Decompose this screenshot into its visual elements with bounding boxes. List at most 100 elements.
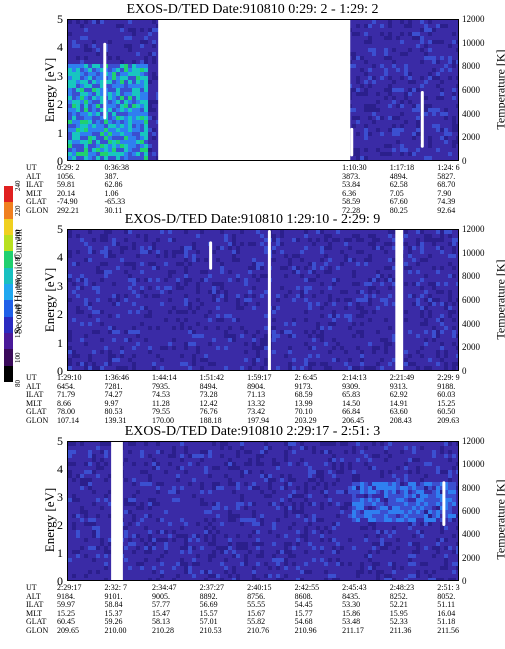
- spectrogram-cell: [388, 242, 392, 246]
- spectrogram-cell: [108, 56, 112, 60]
- spectrogram-cell: [100, 84, 104, 88]
- spectrogram-cell: [432, 334, 436, 338]
- spectrogram-cell: [284, 370, 288, 371]
- spectrogram-cell: [376, 502, 380, 506]
- spectrogram-cell: [148, 326, 152, 330]
- spectrogram-cell: [72, 354, 76, 358]
- spectrogram-cell: [368, 258, 372, 262]
- spectrogram-cell: [116, 302, 120, 306]
- y-tick-label: 1: [57, 335, 63, 350]
- spectrogram-cell: [84, 68, 88, 72]
- spectrogram-cell: [428, 514, 432, 518]
- spectrogram-cell: [272, 326, 276, 330]
- spectrogram-cell: [108, 298, 112, 302]
- spectrogram-cell: [96, 156, 100, 160]
- spectrogram-cell: [416, 466, 420, 470]
- spectrogram-cell: [212, 370, 216, 371]
- spectrogram-cell: [440, 342, 444, 346]
- spectrogram-cell: [272, 310, 276, 314]
- spectrogram-cell: [188, 326, 192, 330]
- spectrogram-cell: [152, 570, 156, 574]
- spectrogram-cell: [376, 506, 380, 510]
- spectrogram-cell: [452, 326, 456, 330]
- spectrogram-cell: [388, 24, 392, 28]
- spectrogram-cell: [152, 498, 156, 502]
- spectrogram-cell: [156, 266, 160, 270]
- spectrogram-cell: [96, 148, 100, 152]
- spectrogram-cell: [88, 108, 92, 112]
- spectrogram-cell: [192, 494, 196, 498]
- spectrogram-cell: [272, 234, 276, 238]
- spectrogram-cell: [148, 246, 152, 250]
- spectrogram-cell: [432, 40, 436, 44]
- spectrogram-cell: [440, 518, 444, 522]
- spectrogram-cell: [244, 470, 248, 474]
- spectrogram-cell: [256, 266, 260, 270]
- spectrogram-cell: [272, 238, 276, 242]
- spectrogram-cell: [228, 334, 232, 338]
- spectrogram-cell: [260, 370, 264, 371]
- spectrogram-cell: [388, 104, 392, 108]
- spectrogram-cell: [320, 546, 324, 550]
- spectrogram-cell: [432, 570, 436, 574]
- spectrogram-cell: [332, 522, 336, 526]
- spectrogram-cell: [384, 494, 388, 498]
- orbit-value: 0:36:38: [104, 163, 129, 172]
- spectrogram-cell: [408, 266, 412, 270]
- spectrogram-cell: [260, 542, 264, 546]
- colorbar-segment: [4, 316, 13, 334]
- orbit-value: 74.27: [104, 390, 123, 399]
- spectrogram-cell: [112, 88, 116, 92]
- spectrogram-cell: [384, 350, 388, 354]
- spectrogram-cell: [428, 48, 432, 52]
- orbit-row-label: ILAT: [26, 180, 44, 189]
- spectrogram-cell: [152, 28, 156, 32]
- spectrogram-cell: [176, 318, 180, 322]
- spectrogram-cell: [372, 238, 376, 242]
- spectrogram-cell: [308, 238, 312, 242]
- spectrogram-cell: [388, 286, 392, 290]
- spectrogram-cell: [412, 36, 416, 40]
- spectrogram-cell: [268, 530, 272, 534]
- spectrogram-cell: [360, 490, 364, 494]
- spectrogram-cell: [276, 298, 280, 302]
- spectrogram-cell: [404, 490, 408, 494]
- spectrogram-cell: [108, 132, 112, 136]
- spectrogram-cell: [128, 278, 132, 282]
- spectrogram-cell: [228, 546, 232, 550]
- spectrogram-cell: [72, 44, 76, 48]
- spectrogram-cell: [228, 446, 232, 450]
- y-tick-label: 1: [57, 546, 63, 560]
- spectrogram-cell: [428, 234, 432, 238]
- spectrogram-cell: [124, 116, 128, 120]
- spectrogram-cell: [320, 370, 324, 371]
- spectrogram-cell: [288, 526, 292, 530]
- spectrogram-cell: [204, 354, 208, 358]
- spectrogram-cell: [236, 546, 240, 550]
- spectrogram-cell: [236, 542, 240, 546]
- spectrogram-cell: [348, 514, 352, 518]
- spectrogram-cell: [356, 474, 360, 478]
- spectrogram-cell: [324, 490, 328, 494]
- spectrogram-cell: [456, 238, 458, 242]
- spectrogram-cell: [428, 502, 432, 506]
- spectrogram-cell: [252, 258, 256, 262]
- spectrogram-cell: [436, 330, 440, 334]
- spectrogram-cell: [148, 104, 152, 108]
- spectrogram-cell: [136, 370, 140, 371]
- spectrogram-cell: [120, 68, 124, 72]
- spectrogram-cell: [288, 446, 292, 450]
- orbit-value: 206.45: [342, 415, 365, 425]
- spectrogram-cell: [144, 136, 148, 140]
- orbit-value: 11.28: [152, 398, 170, 408]
- spectrogram-cell: [300, 578, 304, 580]
- data-stripe: [209, 241, 213, 270]
- spectrogram-cell: [308, 366, 312, 370]
- spectrogram-cell: [180, 310, 184, 314]
- spectrogram-cell: [180, 562, 184, 566]
- spectrogram-cell: [68, 366, 72, 370]
- orbit-value: 63.60: [389, 407, 408, 416]
- spectrogram-cell: [192, 574, 196, 578]
- spectrogram-cell: [220, 262, 224, 266]
- y-tick-label-right: 10000: [462, 459, 485, 470]
